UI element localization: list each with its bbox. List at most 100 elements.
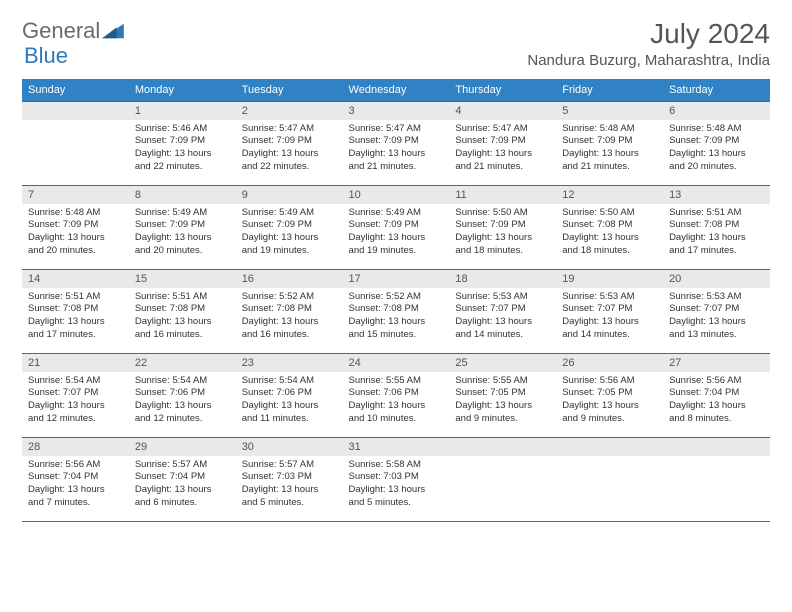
daylight-line: Daylight: 13 hours and 9 minutes. [455,400,550,426]
daylight-line: Daylight: 13 hours and 20 minutes. [28,232,123,258]
sunrise-line: Sunrise: 5:51 AM [28,291,123,304]
day-number: 28 [22,438,129,456]
sunrise-line: Sunrise: 5:55 AM [455,375,550,388]
day-detail: Sunrise: 5:52 AMSunset: 7:08 PMDaylight:… [343,288,450,354]
detail-row: Sunrise: 5:51 AMSunset: 7:08 PMDaylight:… [22,288,770,354]
daynum-row: 28293031 [22,438,770,456]
day-detail: Sunrise: 5:47 AMSunset: 7:09 PMDaylight:… [343,120,450,186]
day-detail: Sunrise: 5:56 AMSunset: 7:05 PMDaylight:… [556,372,663,438]
sunset-line: Sunset: 7:09 PM [669,135,764,148]
sunset-line: Sunset: 7:03 PM [349,471,444,484]
day-detail: Sunrise: 5:56 AMSunset: 7:04 PMDaylight:… [22,456,129,522]
day-detail: Sunrise: 5:49 AMSunset: 7:09 PMDaylight:… [129,204,236,270]
day-number: 17 [343,270,450,288]
calendar-table: Sunday Monday Tuesday Wednesday Thursday… [22,79,770,522]
day-detail: Sunrise: 5:49 AMSunset: 7:09 PMDaylight:… [236,204,343,270]
daylight-line: Daylight: 13 hours and 5 minutes. [242,484,337,510]
day-detail: Sunrise: 5:47 AMSunset: 7:09 PMDaylight:… [449,120,556,186]
sunset-line: Sunset: 7:09 PM [349,219,444,232]
detail-row: Sunrise: 5:46 AMSunset: 7:09 PMDaylight:… [22,120,770,186]
day-detail: Sunrise: 5:48 AMSunset: 7:09 PMDaylight:… [556,120,663,186]
empty-cell [22,102,129,120]
day-number: 5 [556,102,663,120]
day-number: 18 [449,270,556,288]
daylight-line: Daylight: 13 hours and 18 minutes. [455,232,550,258]
sunrise-line: Sunrise: 5:54 AM [135,375,230,388]
day-number: 19 [556,270,663,288]
daylight-line: Daylight: 13 hours and 19 minutes. [242,232,337,258]
detail-row: Sunrise: 5:48 AMSunset: 7:09 PMDaylight:… [22,204,770,270]
sunset-line: Sunset: 7:03 PM [242,471,337,484]
sunrise-line: Sunrise: 5:52 AM [242,291,337,304]
empty-cell [449,438,556,456]
sunset-line: Sunset: 7:09 PM [455,219,550,232]
sunrise-line: Sunrise: 5:52 AM [349,291,444,304]
day-number: 30 [236,438,343,456]
day-number: 6 [663,102,770,120]
sunset-line: Sunset: 7:08 PM [669,219,764,232]
day-detail: Sunrise: 5:48 AMSunset: 7:09 PMDaylight:… [22,204,129,270]
sunrise-line: Sunrise: 5:47 AM [242,123,337,136]
sunrise-line: Sunrise: 5:55 AM [349,375,444,388]
day-number: 2 [236,102,343,120]
day-number: 8 [129,186,236,204]
daylight-line: Daylight: 13 hours and 15 minutes. [349,316,444,342]
day-detail: Sunrise: 5:53 AMSunset: 7:07 PMDaylight:… [663,288,770,354]
logo-triangle-icon [102,22,124,40]
daynum-row: 123456 [22,102,770,120]
day-number: 10 [343,186,450,204]
sunrise-line: Sunrise: 5:57 AM [242,459,337,472]
sunset-line: Sunset: 7:09 PM [242,219,337,232]
daylight-line: Daylight: 13 hours and 18 minutes. [562,232,657,258]
day-number: 1 [129,102,236,120]
daylight-line: Daylight: 13 hours and 12 minutes. [28,400,123,426]
logo: General [22,18,126,44]
calendar-body: 123456Sunrise: 5:46 AMSunset: 7:09 PMDay… [22,102,770,522]
daylight-line: Daylight: 13 hours and 14 minutes. [455,316,550,342]
daynum-row: 21222324252627 [22,354,770,372]
empty-cell [556,456,663,522]
day-detail: Sunrise: 5:49 AMSunset: 7:09 PMDaylight:… [343,204,450,270]
daylight-line: Daylight: 13 hours and 10 minutes. [349,400,444,426]
sunrise-line: Sunrise: 5:48 AM [562,123,657,136]
empty-cell [663,438,770,456]
sunrise-line: Sunrise: 5:49 AM [135,207,230,220]
day-detail: Sunrise: 5:50 AMSunset: 7:09 PMDaylight:… [449,204,556,270]
day-number: 25 [449,354,556,372]
day-number: 27 [663,354,770,372]
sunrise-line: Sunrise: 5:58 AM [349,459,444,472]
weekday-header: Sunday [22,79,129,102]
sunrise-line: Sunrise: 5:48 AM [669,123,764,136]
day-detail: Sunrise: 5:50 AMSunset: 7:08 PMDaylight:… [556,204,663,270]
daylight-line: Daylight: 13 hours and 11 minutes. [242,400,337,426]
sunset-line: Sunset: 7:09 PM [135,219,230,232]
sunset-line: Sunset: 7:04 PM [28,471,123,484]
day-number: 14 [22,270,129,288]
sunrise-line: Sunrise: 5:54 AM [242,375,337,388]
empty-cell [22,120,129,186]
day-number: 9 [236,186,343,204]
daylight-line: Daylight: 13 hours and 22 minutes. [242,148,337,174]
daylight-line: Daylight: 13 hours and 9 minutes. [562,400,657,426]
day-detail: Sunrise: 5:56 AMSunset: 7:04 PMDaylight:… [663,372,770,438]
sunset-line: Sunset: 7:09 PM [349,135,444,148]
sunset-line: Sunset: 7:08 PM [242,303,337,316]
day-number: 21 [22,354,129,372]
sunrise-line: Sunrise: 5:50 AM [562,207,657,220]
daylight-line: Daylight: 13 hours and 17 minutes. [28,316,123,342]
sunrise-line: Sunrise: 5:48 AM [28,207,123,220]
logo-text-2: Blue [24,43,68,68]
sunrise-line: Sunrise: 5:56 AM [28,459,123,472]
sunrise-line: Sunrise: 5:51 AM [135,291,230,304]
sunrise-line: Sunrise: 5:53 AM [455,291,550,304]
sunset-line: Sunset: 7:09 PM [562,135,657,148]
sunrise-line: Sunrise: 5:50 AM [455,207,550,220]
sunset-line: Sunset: 7:08 PM [349,303,444,316]
daylight-line: Daylight: 13 hours and 5 minutes. [349,484,444,510]
empty-cell [556,438,663,456]
sunset-line: Sunset: 7:09 PM [135,135,230,148]
day-number: 3 [343,102,450,120]
sunset-line: Sunset: 7:06 PM [242,387,337,400]
weekday-header: Monday [129,79,236,102]
day-detail: Sunrise: 5:51 AMSunset: 7:08 PMDaylight:… [129,288,236,354]
